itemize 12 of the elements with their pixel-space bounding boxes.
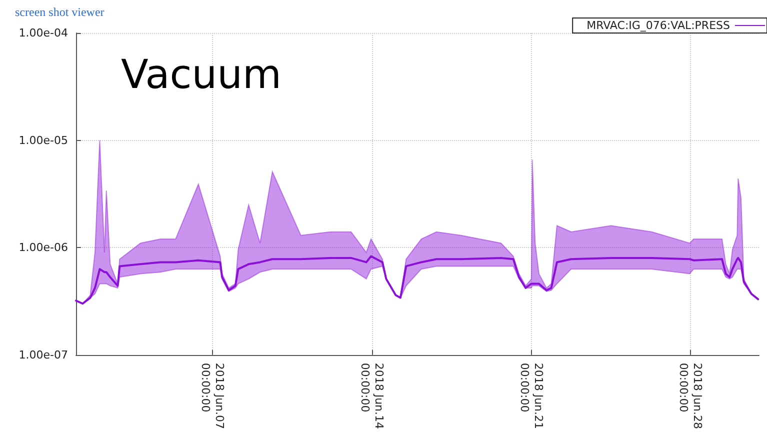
x-tick-label: 2018 Jun.14 00:00:00 bbox=[358, 362, 386, 429]
text: screen shot viewer bbox=[15, 5, 104, 19]
x-tick-label: 2018 Jun.28 00:00:00 bbox=[677, 362, 704, 429]
y-tick-label: 1.00e-04 bbox=[18, 26, 68, 40]
y-tick-label: 1.00e-07 bbox=[18, 348, 68, 362]
y-tick-label: 1.00e-05 bbox=[18, 134, 68, 147]
x-tick-label: 2018 Jun.07 00:00:00 bbox=[199, 362, 226, 429]
x-tick-label: 2018 Jun.21 00:00:00 bbox=[518, 362, 545, 429]
line-series bbox=[75, 255, 760, 305]
legend-label: MRVAC:IG_076:VAL:PRESS bbox=[586, 19, 730, 32]
text: Vacuum bbox=[121, 52, 282, 98]
y-tick-label: 1.00e-06 bbox=[18, 241, 68, 254]
